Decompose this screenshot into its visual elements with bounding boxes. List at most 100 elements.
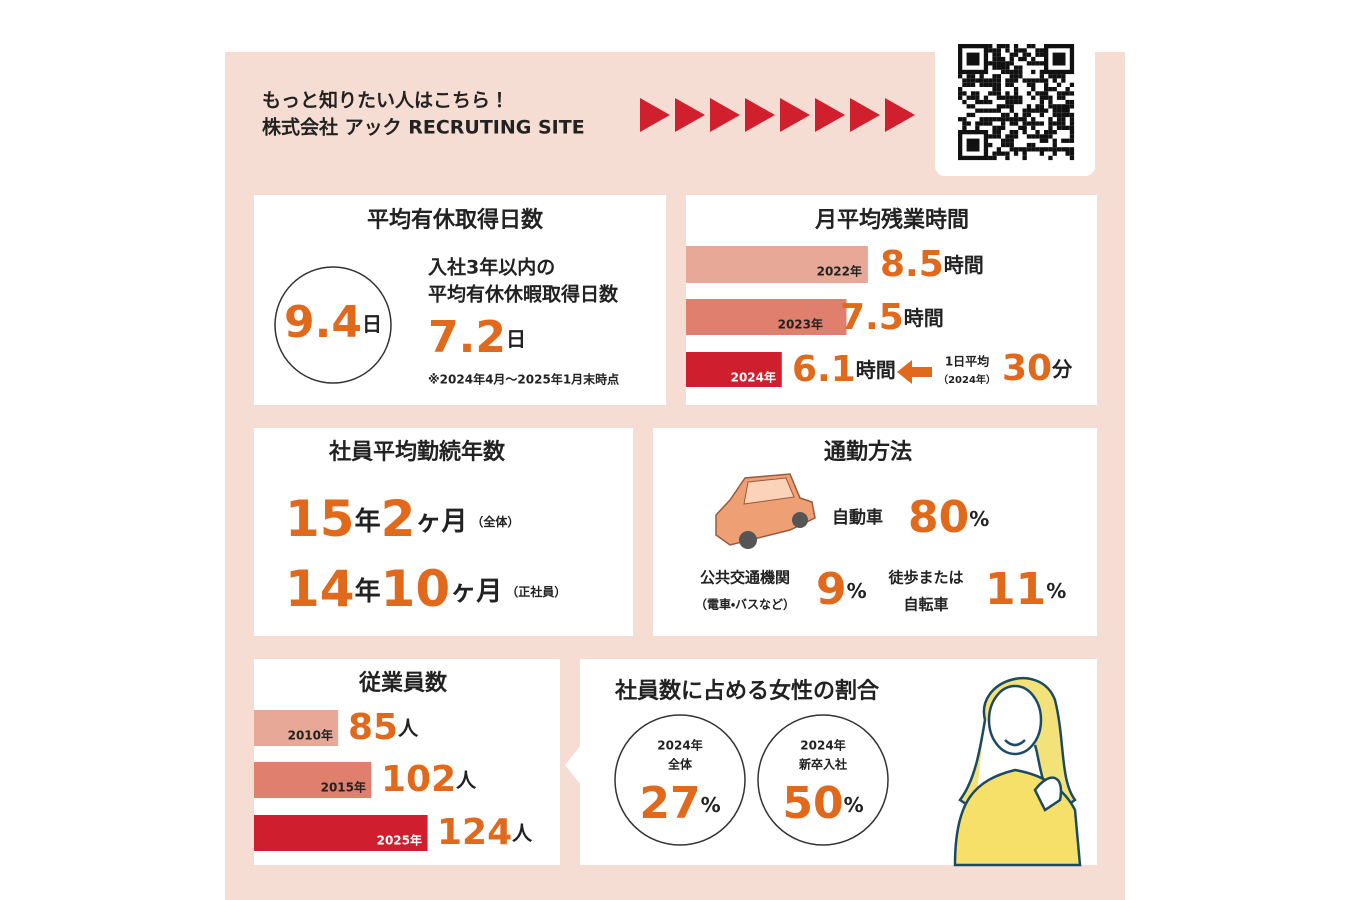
qr-cell (1065, 91, 1070, 96)
card-title: 月平均残業時間 (814, 207, 969, 233)
value: 8.5 (880, 244, 944, 285)
qr-cell (975, 125, 980, 130)
qr-cell (1061, 147, 1066, 152)
qr-cell (1031, 44, 1036, 49)
qr-cell (1052, 74, 1057, 79)
qr-cell (992, 78, 997, 83)
qr-cell (1001, 69, 1006, 75)
qr-cell (1026, 44, 1032, 49)
qr-cell (1005, 134, 1010, 139)
qr-cell (1001, 65, 1006, 70)
qr-cell (1018, 56, 1023, 62)
qr-cell (1026, 108, 1032, 113)
qr-cell (996, 108, 1001, 113)
qr-cell (970, 104, 976, 109)
qr-cell (1001, 104, 1006, 109)
qr-cell (996, 87, 1001, 92)
qr-cell (1048, 74, 1053, 79)
qr-cell (1026, 61, 1032, 66)
daily-label: 1日平均 (945, 354, 989, 369)
label: 全体 (668, 757, 693, 772)
value: 80 (908, 492, 969, 543)
qr-cell (1052, 130, 1057, 135)
qr-cell (1013, 91, 1019, 96)
qr-cell (996, 56, 1001, 62)
value: 6.1 (792, 349, 856, 390)
qr-cell (992, 91, 997, 96)
bar (686, 299, 847, 335)
card (254, 428, 633, 636)
bar-label: 2024年 (731, 370, 776, 385)
qr-cell (970, 78, 976, 83)
qr-cell (1005, 78, 1010, 83)
qr-cell (1048, 155, 1053, 161)
qr-cell (996, 147, 1001, 152)
qr-cell (1009, 56, 1014, 62)
qr-finder (958, 129, 989, 161)
label: 2024年 (800, 738, 845, 753)
value: 30 (1002, 348, 1052, 389)
qr-cell (1009, 134, 1014, 139)
qr-cell (1039, 91, 1044, 96)
qr-cell (1048, 117, 1053, 122)
qr-cell (1001, 61, 1006, 66)
qr-cell (1039, 69, 1044, 75)
qr-cell (1065, 87, 1070, 92)
qr-cell (1044, 138, 1049, 143)
qr-cell (988, 117, 993, 122)
qr-cell (1048, 87, 1053, 92)
qr-cell (1009, 69, 1014, 75)
qr-cell (983, 121, 989, 126)
qr-cell (962, 117, 967, 122)
group: （全体） (471, 514, 519, 529)
qr-cell (1056, 108, 1062, 113)
qr-cell (1069, 117, 1075, 122)
qr-cell (1069, 155, 1075, 161)
qr-cell (1056, 82, 1062, 87)
qr-cell (1061, 91, 1066, 96)
qr-cell (1009, 95, 1014, 100)
value: 9.4 (284, 297, 362, 348)
qr-cell (1039, 134, 1044, 139)
qr-cell (996, 82, 1001, 87)
label: 徒歩または (887, 569, 963, 587)
qr-cell (966, 82, 971, 87)
qr-cell (1001, 56, 1006, 62)
car-icon (715, 473, 816, 549)
qr-cell (979, 78, 984, 83)
qr-cell (1056, 147, 1062, 152)
qr-cell (958, 95, 963, 100)
label: 自転車 (903, 596, 948, 614)
qr-cell (958, 87, 963, 92)
qr-cell (1039, 108, 1044, 113)
qr-cell (1026, 82, 1032, 87)
unit: 時間 (856, 358, 896, 382)
qr-cell (1018, 69, 1023, 75)
qr-cell (970, 82, 976, 87)
qr-cell (992, 48, 997, 53)
qr-cell (1001, 125, 1006, 130)
qr-cell (1048, 147, 1053, 152)
qr-cell (996, 130, 1001, 135)
qr-cell (1031, 117, 1036, 122)
sub-label: 入社3年以内の (428, 256, 555, 279)
qr-cell (1061, 117, 1066, 122)
qr-cell (1009, 61, 1014, 66)
value-group: 124人 (437, 812, 533, 853)
value-group: 102人 (381, 759, 477, 800)
unit: 分 (1051, 357, 1073, 381)
qr-cell (996, 78, 1001, 83)
qr-cell (1052, 108, 1057, 113)
qr-cell (1044, 95, 1049, 100)
value-group: 11% (985, 564, 1066, 615)
note: ※2024年4月～2025年1月末時点 (428, 372, 619, 387)
qr-cell (1009, 142, 1014, 148)
qr-cell (1031, 78, 1036, 83)
qr-cell (1048, 121, 1053, 126)
qr-cell (1013, 121, 1019, 126)
qr-cell (1013, 78, 1019, 83)
qr-cell (1005, 44, 1010, 49)
qr-finder (958, 44, 989, 75)
qr-code (958, 44, 1075, 161)
qr-cell (1039, 151, 1044, 156)
